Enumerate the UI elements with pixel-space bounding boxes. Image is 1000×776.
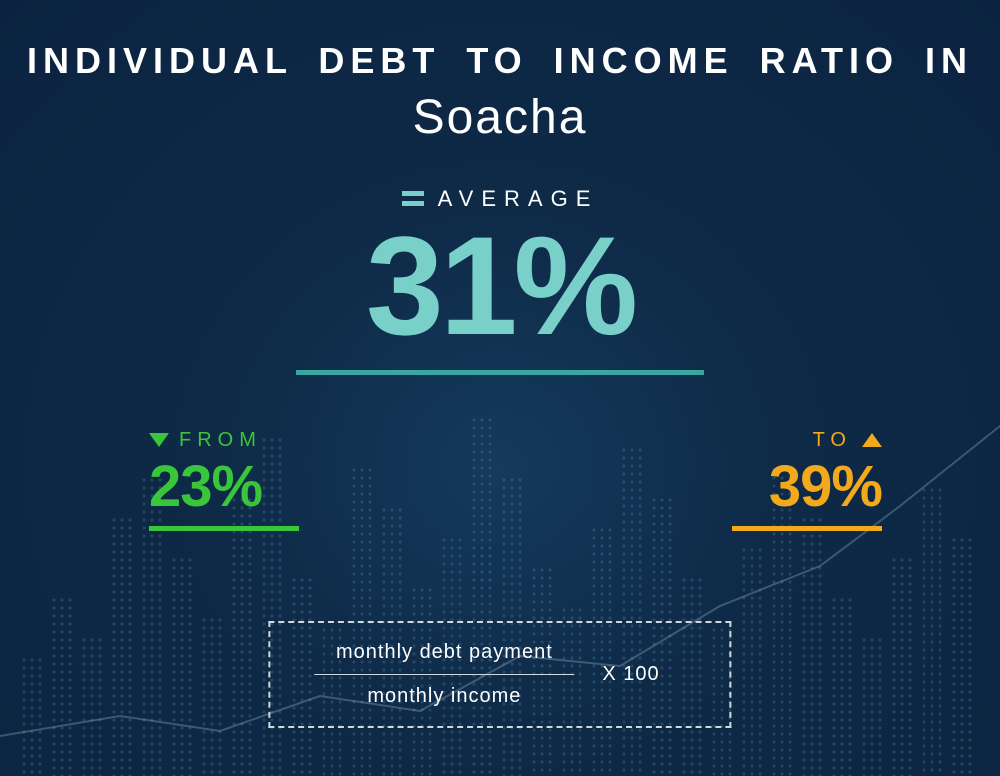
- formula-denominator: monthly income: [314, 675, 574, 708]
- average-value: 31%: [0, 216, 1000, 356]
- content-root: INDIVIDUAL DEBT TO INCOME RATIO IN Soach…: [0, 0, 1000, 776]
- formula-fraction: monthly debt payment monthly income: [314, 641, 574, 708]
- range-to-label: TO: [813, 429, 852, 452]
- title-line-1: INDIVIDUAL DEBT TO INCOME RATIO IN: [0, 40, 1000, 82]
- range-from-underline: [149, 526, 299, 531]
- range-to-label-row: TO: [813, 429, 882, 452]
- triangle-down-icon: [149, 433, 169, 447]
- range-to-value: 39%: [732, 458, 882, 516]
- formula-suffix: X 100: [602, 663, 659, 686]
- range-from-block: FROM 23%: [149, 429, 299, 532]
- title-block: INDIVIDUAL DEBT TO INCOME RATIO IN Soach…: [0, 0, 1000, 145]
- formula-numerator: monthly debt payment: [314, 641, 574, 674]
- triangle-up-icon: [862, 433, 882, 447]
- range-from-value: 23%: [149, 458, 299, 516]
- range-to-underline: [732, 526, 882, 531]
- equals-icon: [402, 191, 424, 206]
- title-line-2: Soacha: [0, 90, 1000, 145]
- range-from-label-row: FROM: [149, 429, 262, 452]
- range-row: FROM 23% TO 39%: [149, 429, 882, 532]
- range-to-block: TO 39%: [732, 429, 882, 532]
- range-from-label: FROM: [179, 429, 262, 452]
- formula-box: monthly debt payment monthly income X 10…: [268, 621, 731, 728]
- average-underline: [296, 370, 704, 375]
- average-block: AVERAGE 31%: [0, 183, 1000, 375]
